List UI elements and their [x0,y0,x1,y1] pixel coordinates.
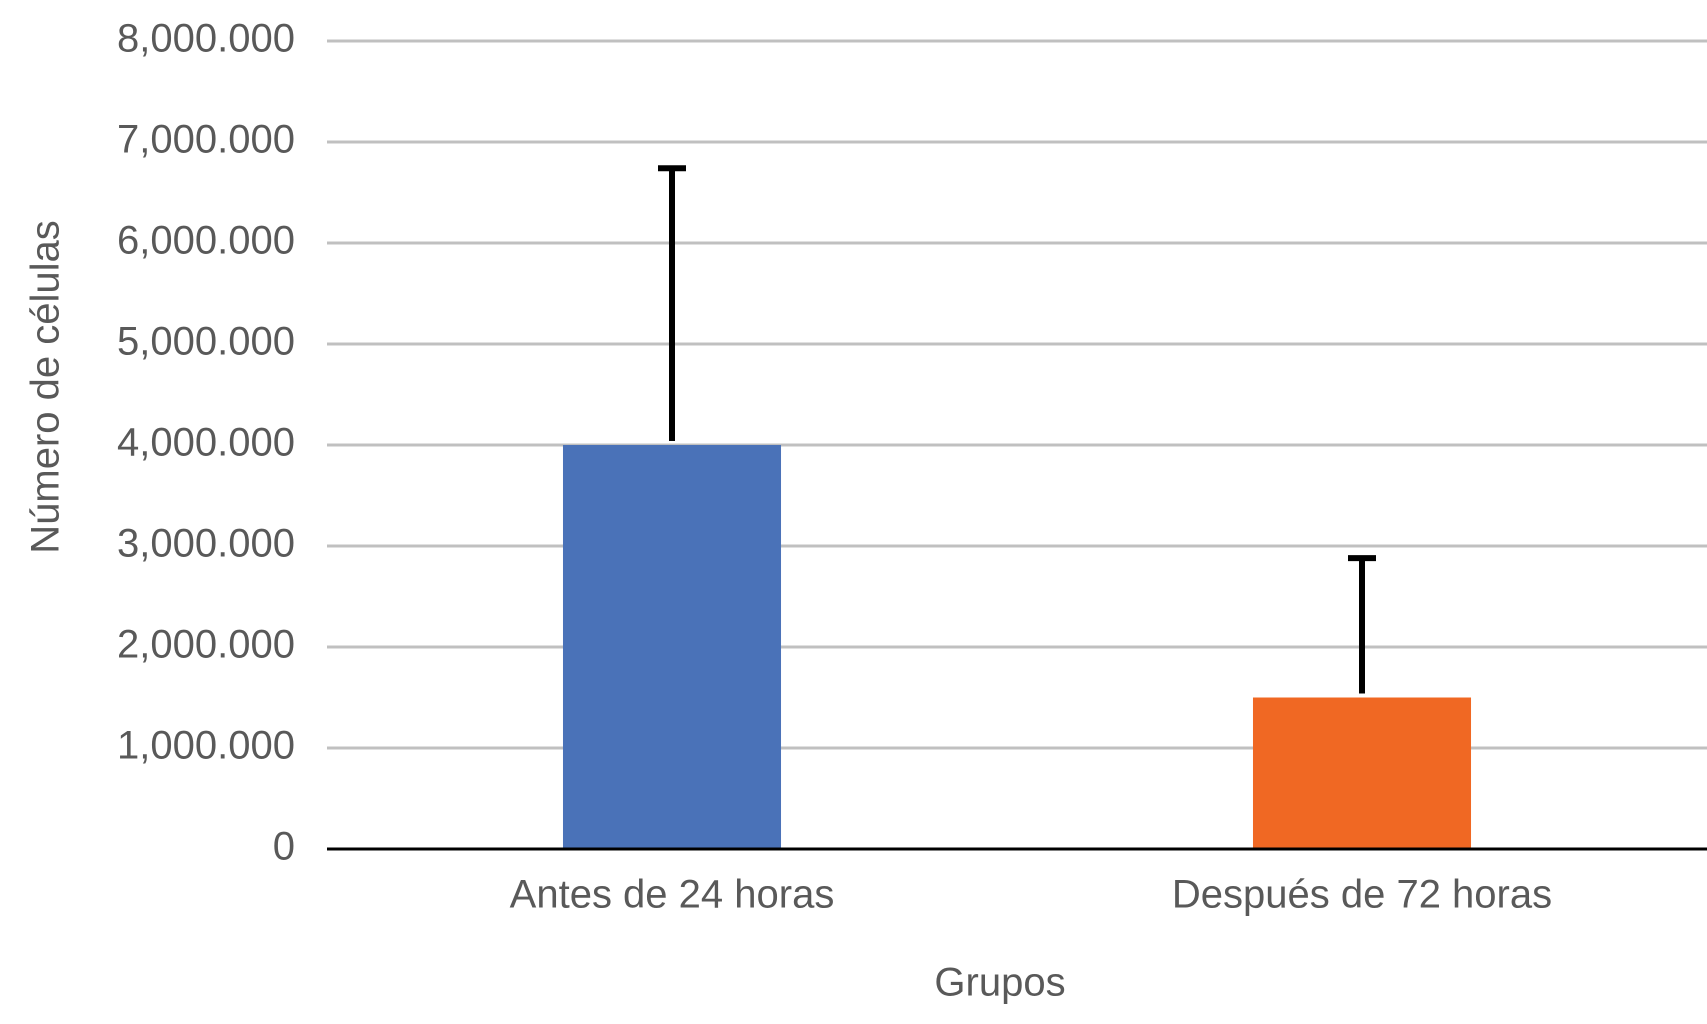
x-tick-label: Antes de 24 horas [510,873,835,917]
y-tick-label: 4,000.000 [117,421,295,465]
y-tick-label: 2,000.000 [117,623,295,667]
bar [562,445,782,849]
y-tick-label: 5,000.000 [117,320,295,364]
y-tick-label: 6,000.000 [117,219,295,263]
error-bar [658,165,686,441]
bar [1252,697,1472,849]
y-tick-label: 0 [273,825,295,869]
y-tick-label: 3,000.000 [117,522,295,566]
y-tick-label: 1,000.000 [117,724,295,768]
x-axis-title: Grupos [934,961,1065,1005]
x-tick-label: Después de 72 horas [1172,873,1552,917]
y-tick-label: 7,000.000 [117,118,295,162]
y-tick-label: 8,000.000 [117,17,295,61]
error-bar [1348,555,1376,694]
y-axis-title: Número de células [24,220,68,554]
